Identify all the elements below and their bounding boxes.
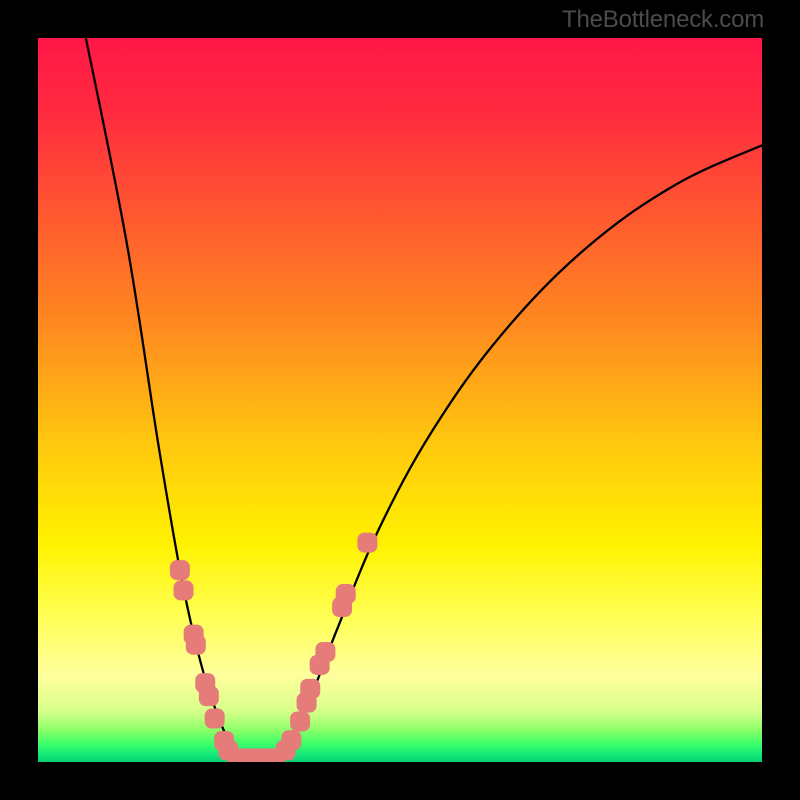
curve-marker bbox=[300, 679, 320, 699]
curve-marker bbox=[336, 584, 356, 604]
bottleneck-curve bbox=[83, 24, 769, 760]
chart-plot-group bbox=[83, 24, 769, 769]
curve-marker bbox=[357, 533, 377, 553]
curve-marker bbox=[315, 642, 335, 662]
curve-marker bbox=[281, 730, 301, 750]
curve-marker bbox=[205, 709, 225, 729]
watermark-text: TheBottleneck.com bbox=[562, 6, 764, 34]
curve-marker bbox=[170, 560, 190, 580]
curve-marker bbox=[290, 711, 310, 731]
chart-overlay bbox=[0, 0, 800, 800]
curve-marker bbox=[199, 686, 219, 706]
curve-marker bbox=[174, 580, 194, 600]
curve-marker bbox=[186, 635, 206, 655]
